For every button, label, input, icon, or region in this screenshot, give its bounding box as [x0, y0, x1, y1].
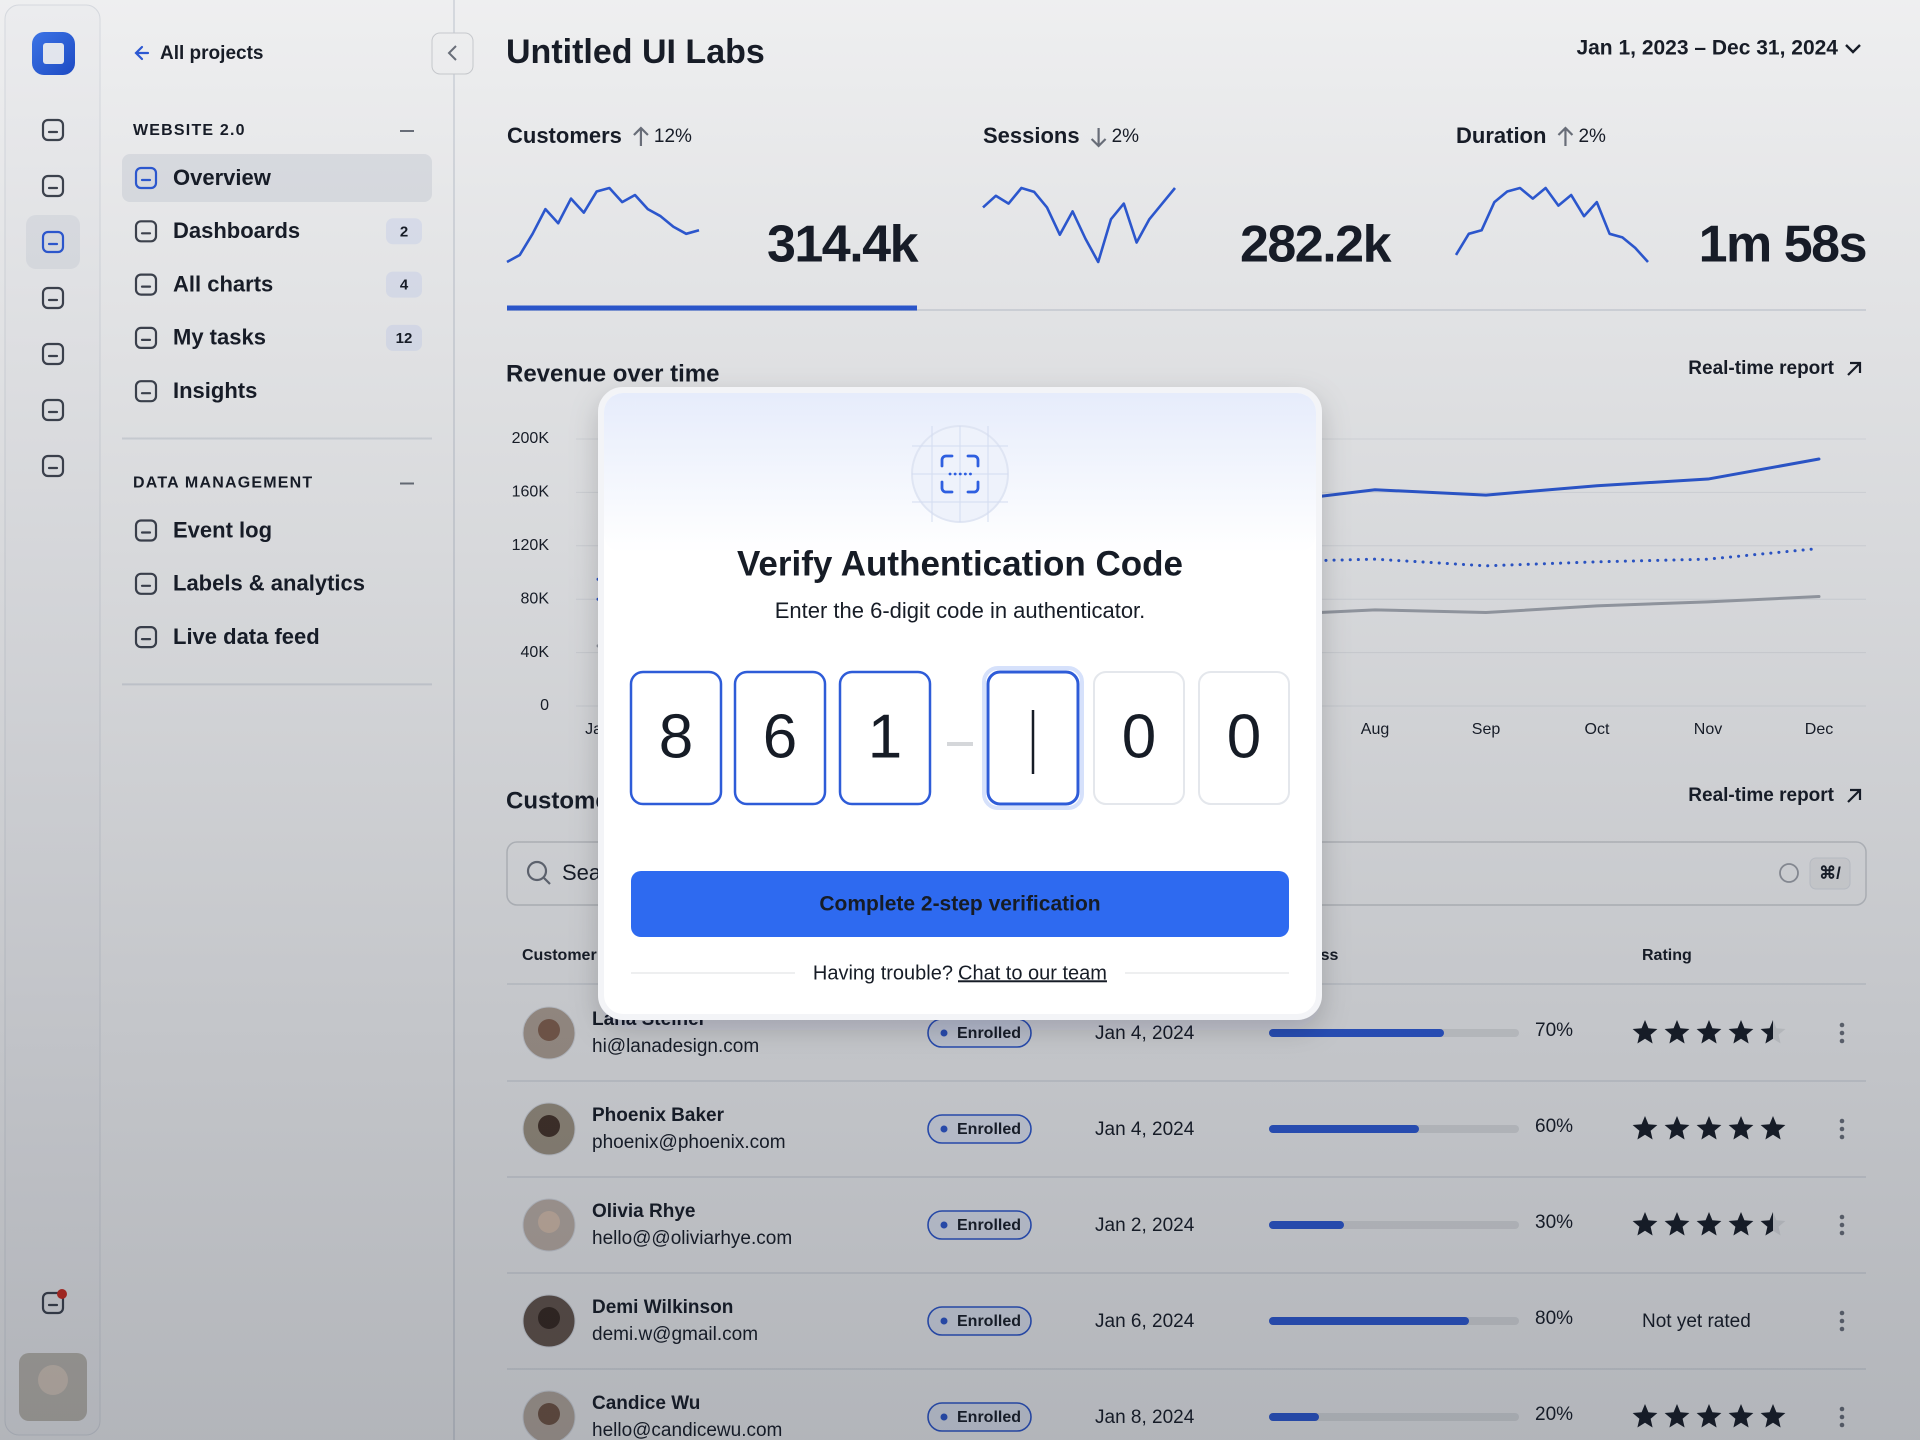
code-input-box [838, 670, 932, 806]
code-placeholder: 0 [1122, 702, 1156, 771]
code-placeholder: 0 [1227, 702, 1261, 771]
code-input[interactable]: 1 [838, 670, 932, 806]
code-input-box [733, 670, 827, 806]
code-input[interactable]: 8 [629, 670, 723, 806]
code-digit: 6 [763, 702, 797, 771]
code-input-box [1093, 671, 1185, 805]
verify-button-label: Complete 2-step verification [819, 893, 1100, 916]
code-input[interactable] [982, 666, 1084, 810]
code-digit: 1 [868, 702, 902, 771]
trouble-link[interactable]: Chat to our team [958, 962, 1107, 984]
code-input[interactable]: 0 [1198, 671, 1290, 805]
code-digit: 8 [659, 702, 693, 771]
code-input-focus-ring [982, 666, 1084, 810]
trouble-text: Having trouble? [813, 962, 953, 984]
modal-icon [940, 454, 980, 494]
code-input-box [1198, 671, 1290, 805]
modal-title: Verify Authentication Code [737, 544, 1183, 583]
code-input[interactable]: 0 [1093, 671, 1185, 805]
modal-subtitle: Enter the 6-digit code in authenticator. [775, 598, 1146, 623]
code-input[interactable]: 6 [733, 670, 827, 806]
code-input-box [629, 670, 723, 806]
verify-modal: Verify Authentication Code Enter the 6-di… [598, 387, 1322, 1020]
verify-button[interactable] [631, 871, 1289, 937]
